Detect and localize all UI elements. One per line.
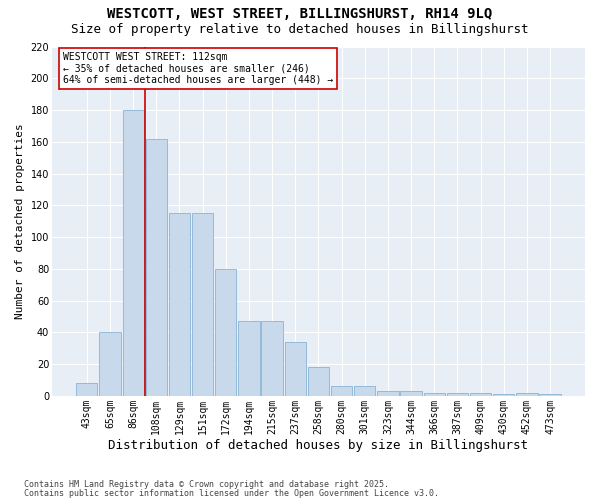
Bar	[470, 392, 491, 396]
Bar	[238, 322, 260, 396]
X-axis label: Distribution of detached houses by size in Billingshurst: Distribution of detached houses by size …	[109, 440, 529, 452]
Bar	[169, 214, 190, 396]
Text: WESTCOTT WEST STREET: 112sqm
← 35% of detached houses are smaller (246)
64% of s: WESTCOTT WEST STREET: 112sqm ← 35% of de…	[62, 52, 333, 85]
Bar	[493, 394, 514, 396]
Bar	[331, 386, 352, 396]
Text: Size of property relative to detached houses in Billingshurst: Size of property relative to detached ho…	[71, 22, 529, 36]
Bar	[215, 269, 236, 396]
Bar	[424, 392, 445, 396]
Bar	[284, 342, 306, 396]
Bar	[192, 214, 214, 396]
Bar	[76, 383, 97, 396]
Bar	[539, 394, 561, 396]
Bar	[516, 392, 538, 396]
Text: Contains HM Land Registry data © Crown copyright and database right 2025.: Contains HM Land Registry data © Crown c…	[24, 480, 389, 489]
Bar	[100, 332, 121, 396]
Text: Contains public sector information licensed under the Open Government Licence v3: Contains public sector information licen…	[24, 488, 439, 498]
Bar	[377, 391, 398, 396]
Bar	[122, 110, 144, 396]
Bar	[308, 368, 329, 396]
Bar	[400, 391, 422, 396]
Bar	[262, 322, 283, 396]
Bar	[354, 386, 376, 396]
Bar	[146, 138, 167, 396]
Text: WESTCOTT, WEST STREET, BILLINGSHURST, RH14 9LQ: WESTCOTT, WEST STREET, BILLINGSHURST, RH…	[107, 8, 493, 22]
Bar	[447, 392, 468, 396]
Y-axis label: Number of detached properties: Number of detached properties	[15, 124, 25, 319]
